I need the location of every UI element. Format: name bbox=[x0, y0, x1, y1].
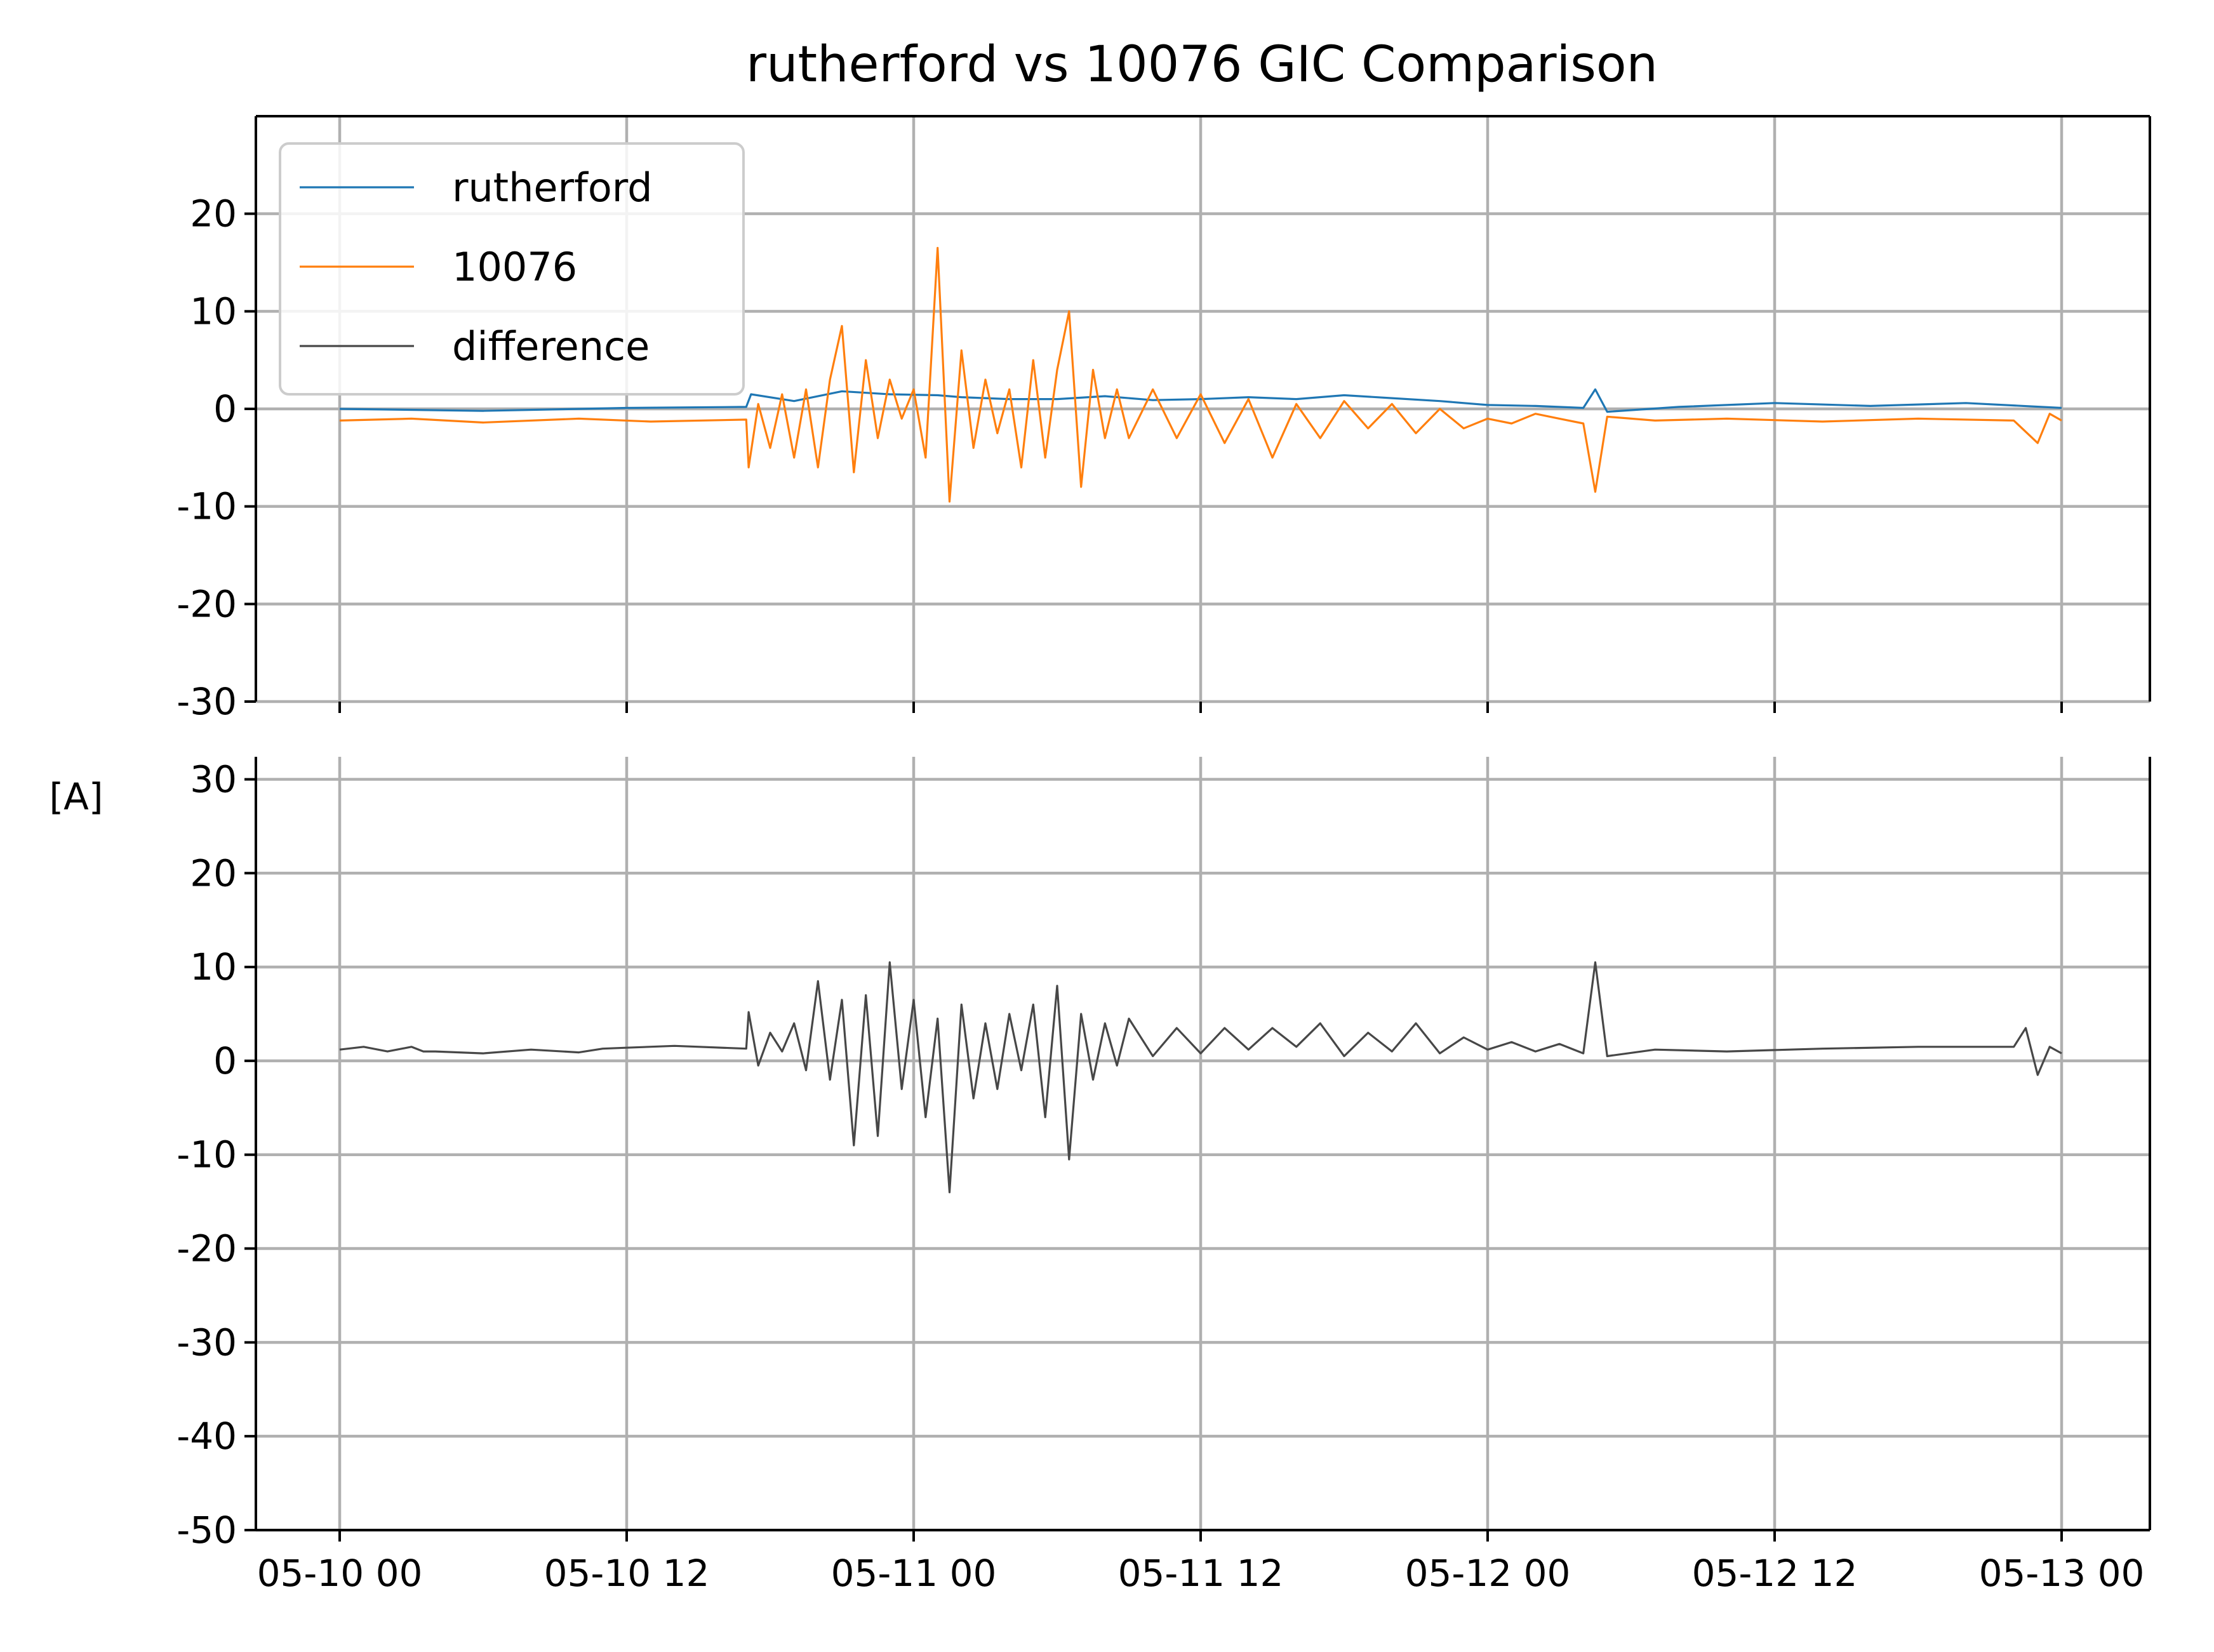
top-ytick-label: -30 bbox=[177, 680, 237, 723]
chart-title: rutherford vs 10076 GIC Comparison bbox=[746, 36, 1658, 93]
bottom-ytick-label: -20 bbox=[177, 1227, 237, 1270]
bottom-ytick-label: 20 bbox=[190, 851, 237, 895]
bottom-panel: 30 20 10 0 -10 -20 -30 -40 -50 05-10 00 05-10 12 05… bbox=[177, 757, 2151, 1595]
top-ytick-label: -20 bbox=[177, 582, 237, 625]
bottom-ytick-label: -30 bbox=[177, 1321, 237, 1364]
top-ytick-label: -10 bbox=[177, 485, 237, 528]
xtick-label: 05-13 00 bbox=[1979, 1552, 2145, 1595]
legend-label-difference: difference bbox=[452, 323, 650, 370]
top-ytick-label: 20 bbox=[190, 192, 237, 236]
bottom-ytick-label: -10 bbox=[177, 1133, 237, 1176]
top-panel: 20 10 0 -10 -20 -30 bbox=[177, 115, 2151, 723]
series-line-rutherford bbox=[339, 388, 2062, 413]
xtick-label: 05-11 12 bbox=[1118, 1552, 1284, 1595]
top-ytick-label: 10 bbox=[190, 290, 237, 333]
legend-label-10076: 10076 bbox=[452, 244, 577, 290]
legend: rutherford 10076 difference bbox=[279, 142, 745, 396]
xtick-label: 05-10 12 bbox=[544, 1552, 710, 1595]
xtick-label: 05-10 00 bbox=[257, 1552, 423, 1595]
legend-box bbox=[279, 142, 745, 396]
series-line-10076 bbox=[339, 246, 2062, 503]
xtick-label: 05-11 00 bbox=[831, 1552, 997, 1595]
bottom-ytick-label: -40 bbox=[177, 1415, 237, 1458]
plot-area: 20 10 0 -10 -20 -30 30 20 10 0 -10 -20 -30 -40 -50 05-1… bbox=[177, 115, 2151, 1595]
y-axis-label: [A] bbox=[50, 775, 103, 818]
xtick-label: 05-12 00 bbox=[1405, 1552, 1571, 1595]
legend-label-rutherford: rutherford bbox=[452, 164, 653, 211]
bottom-ytick-label: 0 bbox=[213, 1039, 237, 1082]
series-line-difference bbox=[339, 961, 2062, 1194]
bottom-ytick-label: -50 bbox=[177, 1509, 237, 1552]
top-ytick-label: 0 bbox=[213, 387, 237, 430]
bottom-ytick-label: 30 bbox=[190, 757, 237, 801]
bottom-ytick-label: 10 bbox=[190, 945, 237, 989]
xtick-label: 05-12 12 bbox=[1692, 1552, 1858, 1595]
